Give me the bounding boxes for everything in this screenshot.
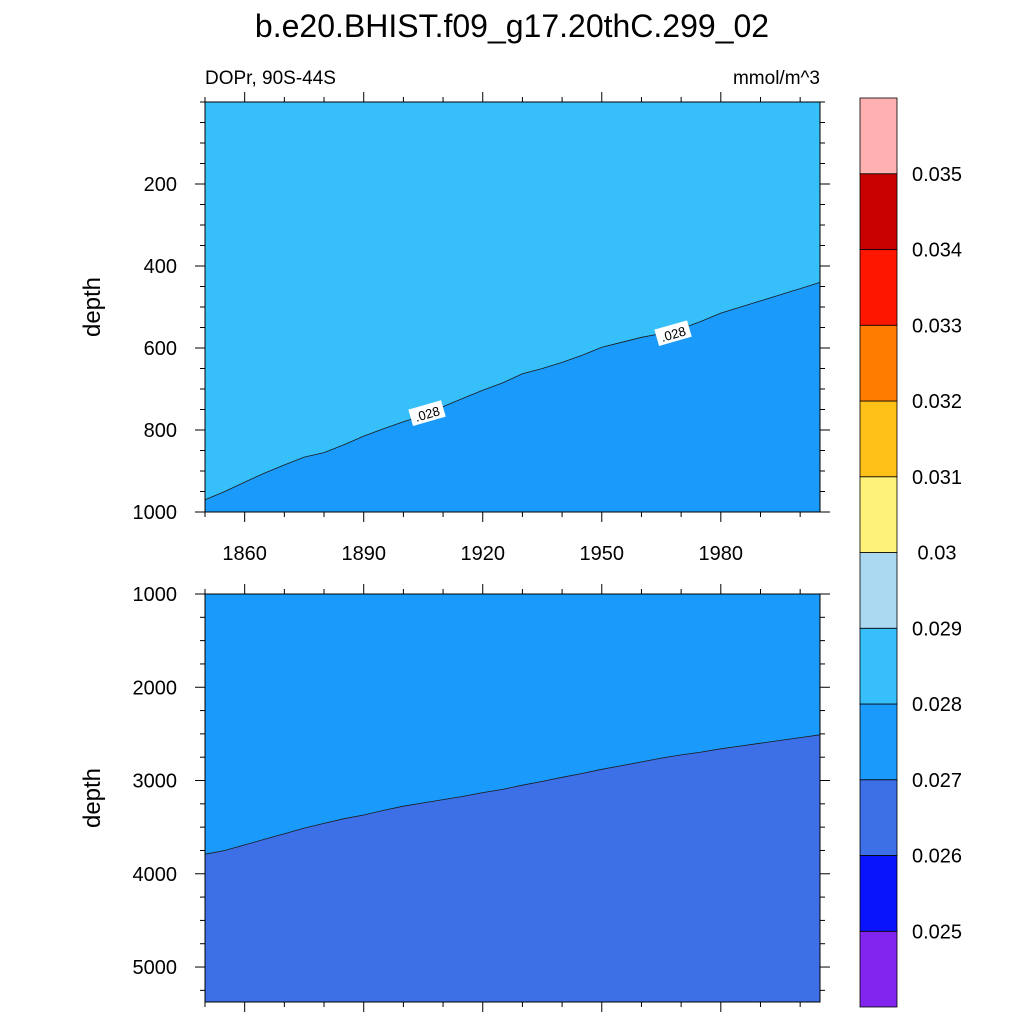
colorbar-label: 0.032	[912, 391, 962, 413]
panel-2-contour-line	[204, 734, 821, 855]
y-tick-label: 1000	[133, 584, 178, 606]
colorbar-swatch	[859, 779, 898, 856]
x-axis: 1860 1890 1920 1950 1980	[222, 543, 743, 565]
colorbar-swatch	[859, 324, 898, 402]
contour-label-text: .028	[413, 403, 441, 424]
y-axis-label: depth	[79, 768, 106, 828]
colorbar-swatch	[859, 400, 898, 478]
y-tick-label: 5000	[133, 957, 178, 979]
x-tick-label: 1890	[341, 543, 386, 565]
colorbar-swatch	[859, 476, 898, 553]
y-tick-label: 4000	[133, 864, 178, 886]
panel-1-contour-line	[204, 282, 821, 501]
colorbar-label: 0.027	[912, 770, 962, 792]
colorbar-swatch	[859, 627, 898, 705]
y-tick-label: 200	[144, 174, 177, 196]
panel-2-frame	[204, 593, 821, 1003]
y-tick-label: 1000	[133, 502, 178, 524]
colorbar-label: 0.029	[912, 618, 962, 640]
colorbar-swatch	[859, 855, 898, 932]
colorbar-swatch	[859, 249, 898, 326]
x-tick-label: 1860	[222, 543, 267, 565]
colorbar-label: 0.031	[912, 467, 962, 489]
top-panel: 200 400 600 800 1000 depth .028 .028	[79, 92, 830, 524]
x-tick-label: 1920	[460, 543, 505, 565]
chart-subtitle-left: DOPr, 90S-44S	[205, 68, 336, 89]
colorbar-label: 0.025	[912, 921, 962, 943]
colorbar-label: 0.034	[912, 240, 962, 262]
colorbar-swatch	[859, 930, 898, 1008]
y-tick-label: 800	[144, 420, 177, 442]
colorbar-swatch	[859, 703, 898, 781]
contour-label-text: .028	[659, 323, 687, 344]
colorbar-label: 0.035	[912, 164, 962, 186]
chart-subtitle-right: mmol/m^3	[733, 68, 820, 89]
y-tick-label: 2000	[133, 677, 178, 699]
colorbar: 0.025 0.026 0.027 0.028 0.029 0.03 0.031 0.032 0…	[859, 97, 962, 1008]
colorbar-swatch	[859, 97, 898, 175]
contour-label-bg	[654, 320, 692, 347]
y-tick-label: 400	[144, 256, 177, 278]
y-tick-label: 600	[144, 338, 177, 360]
x-tick-label: 1950	[580, 543, 625, 565]
contour-label: .028	[654, 320, 692, 347]
y-axis-label: depth	[79, 277, 106, 337]
colorbar-label: 0.028	[912, 694, 962, 716]
panel-2-fill-lower	[205, 734, 820, 1002]
colorbar-label: 0.033	[912, 315, 962, 337]
colorbar-swatch	[859, 173, 898, 250]
bottom-panel: 1000 2000 3000 4000 5000 depth	[79, 584, 830, 1012]
colorbar-swatch	[859, 552, 898, 629]
x-tick-label: 1980	[699, 543, 744, 565]
contour-label: .028	[408, 400, 446, 426]
contour-label-bg	[408, 400, 446, 426]
y-tick-label: 3000	[133, 771, 178, 793]
colorbar-label: 0.026	[912, 846, 962, 868]
chart-title: b.e20.BHIST.f09_g17.20thC.299_02	[255, 8, 769, 44]
colorbar-label: 0.03	[918, 543, 957, 565]
